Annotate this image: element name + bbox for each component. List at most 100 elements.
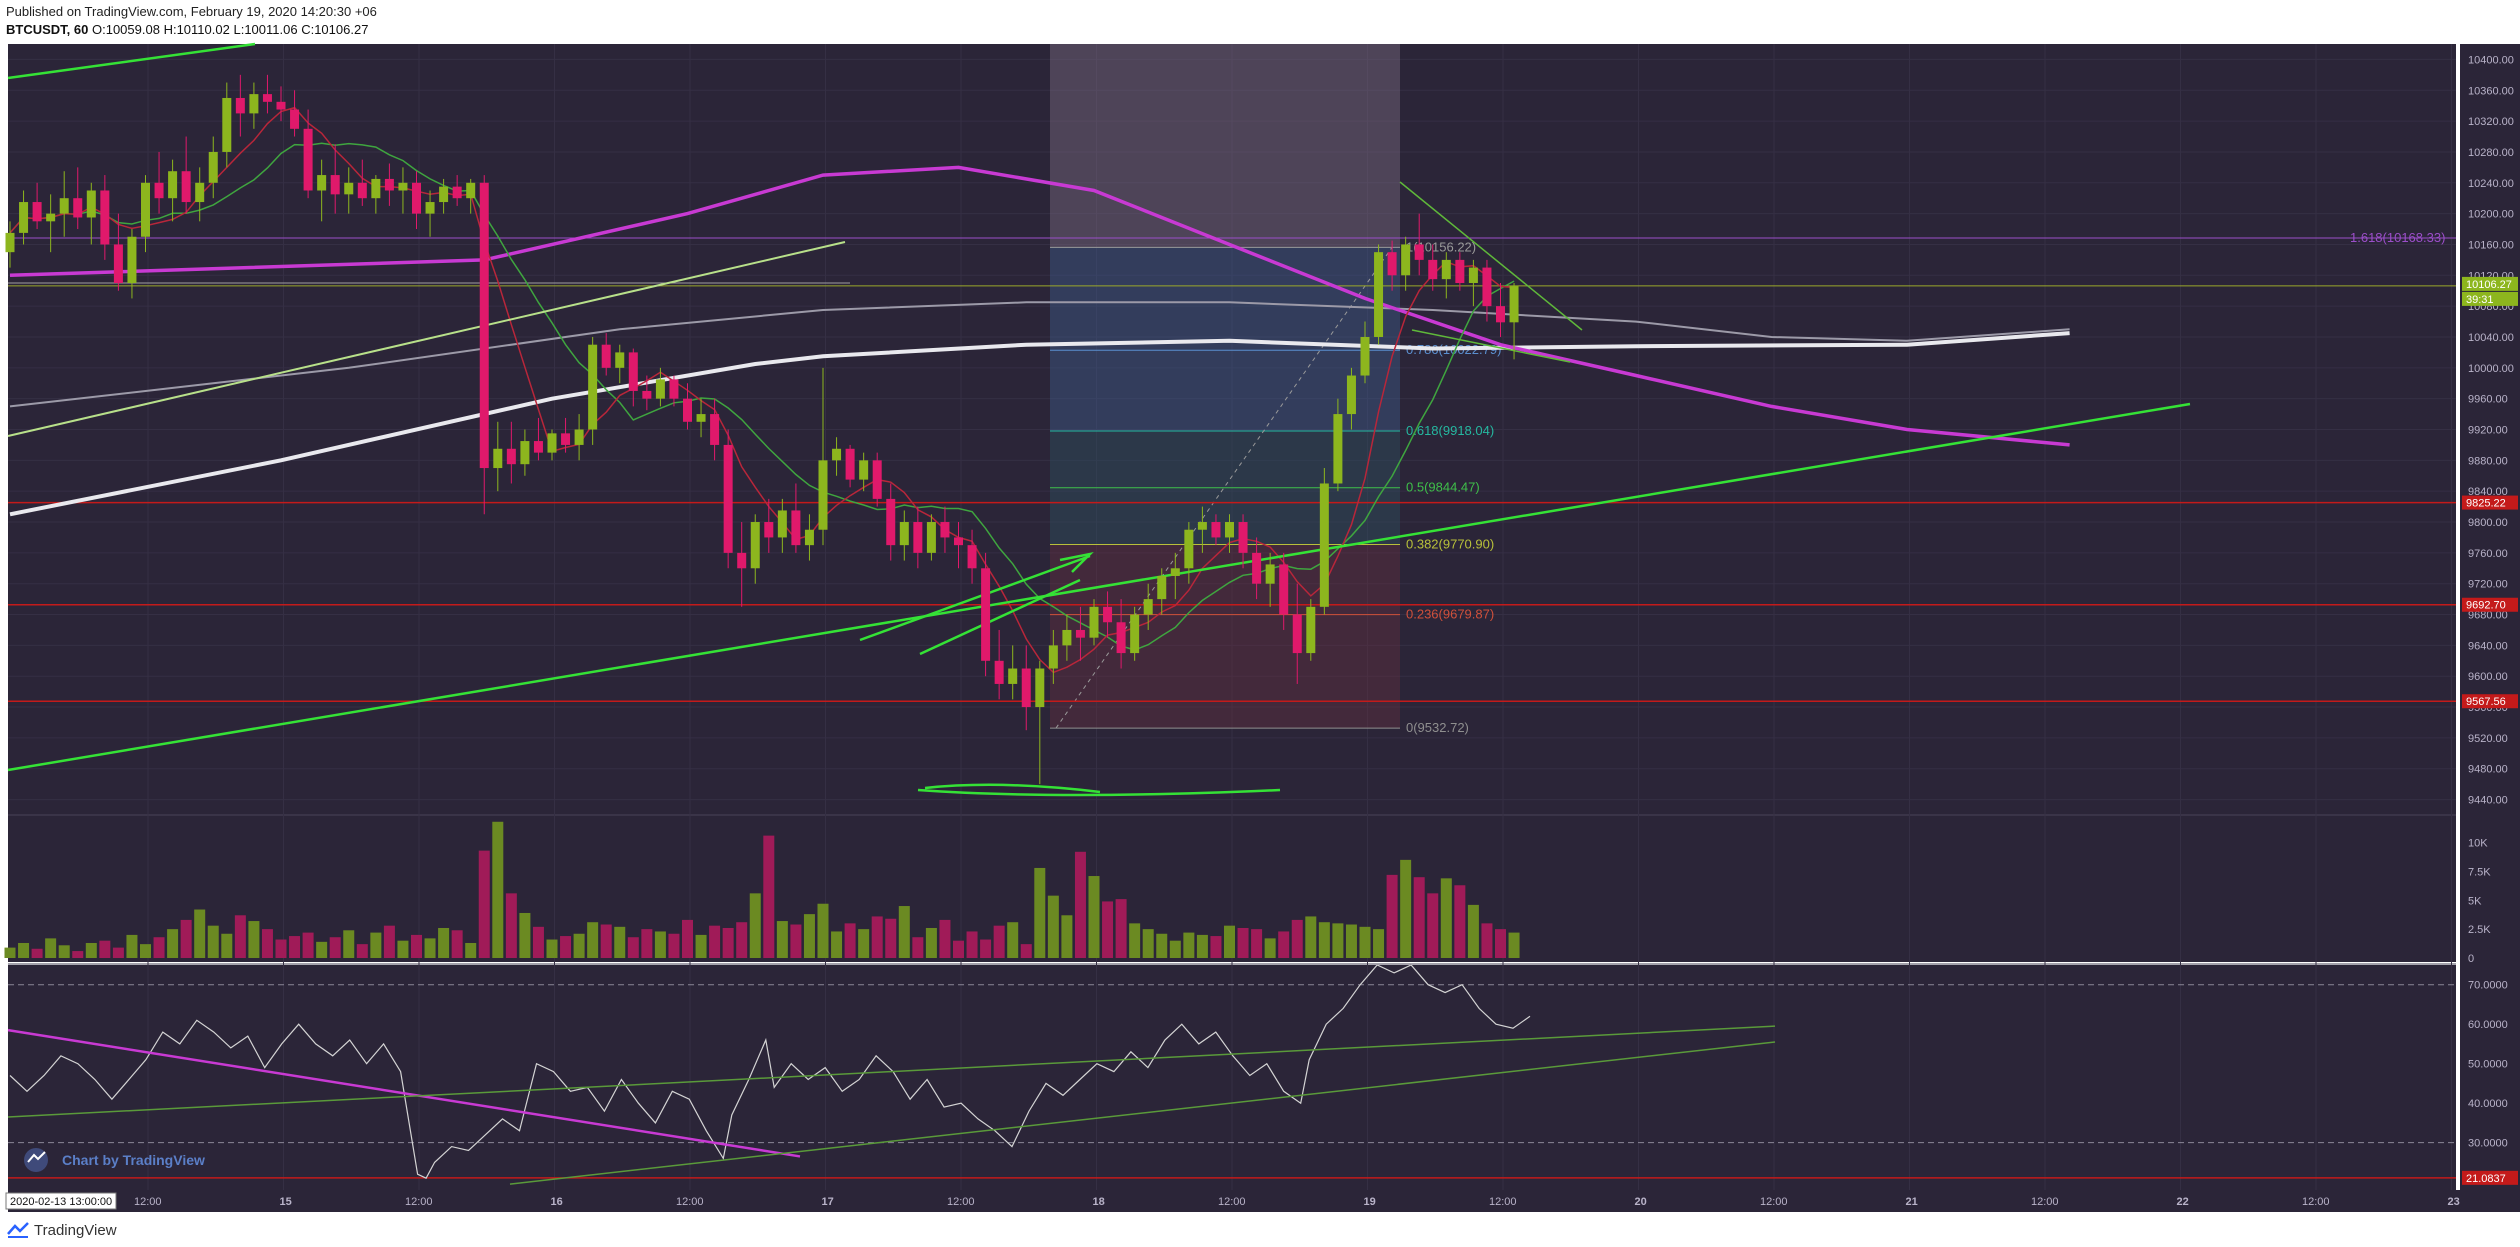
candle-body — [19, 202, 29, 233]
candle-body — [398, 182, 408, 191]
price-tick-label: 9760.00 — [2468, 548, 2508, 560]
price-tick-label: 9520.00 — [2468, 733, 2508, 745]
volume-bar — [1332, 923, 1344, 958]
candle-body — [168, 171, 178, 199]
volume-tick-label: 7.5K — [2468, 866, 2491, 878]
candle-body — [1170, 568, 1180, 576]
volume-bar — [465, 942, 477, 958]
candle-body — [954, 537, 963, 546]
candle-body — [710, 414, 720, 445]
volume-bar — [1318, 922, 1330, 958]
candle-body — [981, 568, 991, 661]
volume-bar — [898, 906, 910, 958]
watermark-text: Chart by TradingView — [62, 1152, 205, 1168]
volume-bar — [722, 927, 734, 958]
candle-body — [737, 552, 747, 569]
time-tick-label: 17 — [822, 1196, 834, 1208]
candle-body — [1089, 606, 1099, 638]
volume-bar — [234, 915, 246, 958]
low-value: 10011.06 — [244, 22, 298, 37]
rsi-level-tag: 21.0837 — [2466, 1173, 2506, 1185]
candle-body — [655, 379, 665, 399]
volume-bar — [248, 921, 260, 958]
candle-body — [1035, 668, 1045, 708]
rsi-downtrend-line — [7, 1028, 801, 1158]
volume-bar — [939, 919, 951, 958]
rsi-support-line — [509, 1041, 1776, 1185]
price-grid — [8, 44, 2456, 1190]
open-value: 10059.08 — [105, 22, 160, 37]
volume-bar — [1196, 934, 1208, 958]
volume-bar — [370, 932, 382, 958]
volume-bar — [1278, 931, 1290, 958]
volume-bar — [668, 933, 680, 958]
candle-body — [886, 498, 896, 546]
candle-body — [777, 510, 787, 538]
volume-bar — [871, 916, 883, 958]
volume-bar — [1224, 925, 1235, 958]
magenta-moving-average — [9, 165, 2070, 447]
volume-bar — [532, 926, 544, 958]
candle-body — [330, 175, 340, 195]
volume-bar — [45, 938, 57, 958]
time-axis-bg — [8, 1190, 2460, 1212]
volume-bar — [1088, 876, 1100, 958]
fib-zone-top — [1050, 44, 1400, 248]
volume-bar — [112, 947, 124, 958]
candle-body — [818, 460, 828, 530]
price-tick-label: 9600.00 — [2468, 671, 2508, 683]
volume-bar — [329, 937, 341, 958]
price-tick-label: 10400.00 — [2468, 54, 2514, 66]
candle-body — [439, 186, 449, 203]
candle-body — [547, 433, 557, 453]
candle-body — [764, 522, 774, 538]
volume-bar — [1400, 859, 1412, 958]
volume-tick-label: 10K — [2468, 838, 2488, 850]
volume-bar — [72, 951, 84, 958]
volume-bar — [1047, 895, 1059, 958]
candle-body — [1143, 599, 1153, 615]
tradingview-logo-icon — [7, 1222, 29, 1238]
volume-bar — [140, 944, 151, 958]
candle-body — [561, 433, 571, 445]
volume-bar — [153, 937, 165, 958]
time-tick-label: 18 — [1093, 1196, 1105, 1208]
volume-bar — [1183, 932, 1195, 958]
candle-body — [425, 202, 435, 214]
volume-bar — [505, 893, 517, 958]
candle-body — [574, 429, 584, 445]
volume-bar — [99, 940, 111, 958]
candle-body — [1279, 564, 1289, 615]
volume-bar — [31, 948, 43, 958]
chart-header: Published on TradingView.com, February 1… — [0, 0, 2520, 44]
symbol-label: BTCUSDT, 60 — [6, 22, 89, 37]
cursor-date-bg — [5, 1192, 117, 1210]
candle-body — [1360, 336, 1370, 376]
candle-body — [357, 182, 367, 199]
tradingview-brand[interactable]: TradingView — [34, 1222, 117, 1239]
price-axis: 10400.00 10360.00 10320.00 10280.00 10240.00… — [2462, 54, 2518, 807]
chart-canvas[interactable]: 1.618(10168.33)1(10156.22)0.786(10022.79… — [0, 0, 2520, 1212]
candle-body — [994, 660, 1004, 684]
candle-body — [466, 182, 476, 199]
price-tick-label: 10200.00 — [2468, 209, 2514, 221]
volume-bar — [953, 940, 964, 958]
volume-bar — [343, 930, 355, 958]
volume-bar — [803, 914, 815, 958]
volume-bar — [763, 835, 775, 958]
price-tick-label: 9720.00 — [2468, 579, 2508, 591]
high-value: 10110.02 — [176, 22, 230, 37]
price-tick-label: 9920.00 — [2468, 425, 2508, 437]
candle-body — [1468, 267, 1478, 284]
volume-bar — [1007, 922, 1019, 958]
candle-body — [262, 94, 272, 102]
volume-bar — [167, 929, 179, 958]
candle-body — [235, 97, 245, 114]
volume-bar — [654, 931, 666, 958]
candle-body — [533, 441, 543, 453]
volume-bar — [925, 927, 937, 958]
volume-bar — [587, 922, 599, 958]
volume-bar — [194, 909, 206, 958]
price-tick-label: 9680.00 — [2468, 610, 2508, 622]
candle-body — [859, 460, 869, 480]
